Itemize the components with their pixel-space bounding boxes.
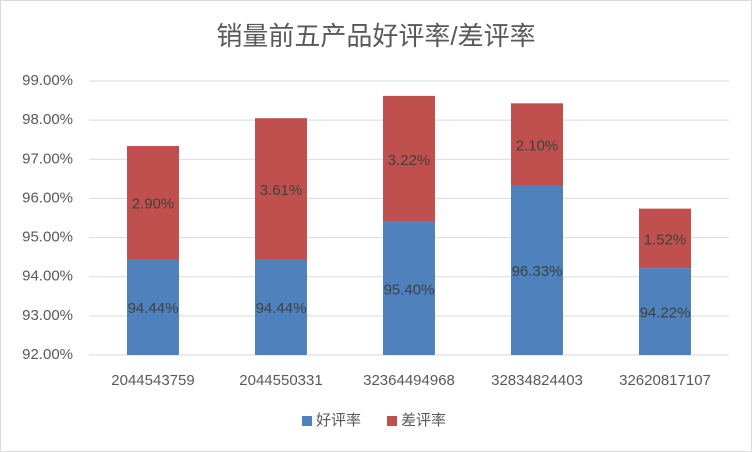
- x-tick-label: 32620817107: [619, 372, 711, 389]
- legend-label: 好评率: [316, 412, 361, 429]
- data-label: 2.10%: [516, 137, 559, 154]
- x-tick-label: 2044543759: [111, 372, 194, 389]
- data-label: 95.40%: [384, 281, 435, 298]
- chart-title: 销量前五产品好评率/差评率: [216, 21, 535, 51]
- data-label: 94.22%: [640, 305, 691, 322]
- x-tick-label: 2044550331: [239, 372, 322, 389]
- y-tick-label: 98.00%: [22, 111, 73, 128]
- data-label: 94.44%: [128, 300, 179, 317]
- x-tick-label: 32834824403: [491, 372, 583, 389]
- bar-segment: [383, 221, 435, 355]
- y-tick-label: 99.00%: [22, 72, 73, 89]
- legend-swatch: [302, 416, 312, 426]
- y-tick-label: 97.00%: [22, 150, 73, 167]
- data-label: 96.33%: [512, 263, 563, 280]
- data-label: 1.52%: [644, 231, 687, 248]
- bar-segment: [511, 103, 563, 186]
- y-tick-label: 96.00%: [22, 189, 73, 206]
- data-label: 94.44%: [256, 300, 307, 317]
- bar-segment: [639, 268, 691, 355]
- data-label: 3.61%: [260, 182, 303, 199]
- bar-segment: [383, 95, 435, 222]
- legend-label: 差评率: [401, 412, 446, 429]
- data-label: 2.90%: [132, 196, 175, 213]
- bar-segment: [255, 118, 307, 260]
- bar-segment: [127, 145, 179, 260]
- y-tick-label: 93.00%: [22, 307, 73, 324]
- y-tick-label: 94.00%: [22, 268, 73, 285]
- bar-segment: [511, 185, 563, 355]
- data-label: 3.22%: [388, 152, 431, 169]
- y-tick-label: 92.00%: [22, 346, 73, 363]
- bar-segment: [255, 259, 307, 355]
- bar-segment: [639, 208, 691, 269]
- x-tick-label: 32364494968: [363, 372, 455, 389]
- y-tick-label: 95.00%: [22, 229, 73, 246]
- bar-segment: [127, 259, 179, 355]
- legend-swatch: [387, 416, 398, 426]
